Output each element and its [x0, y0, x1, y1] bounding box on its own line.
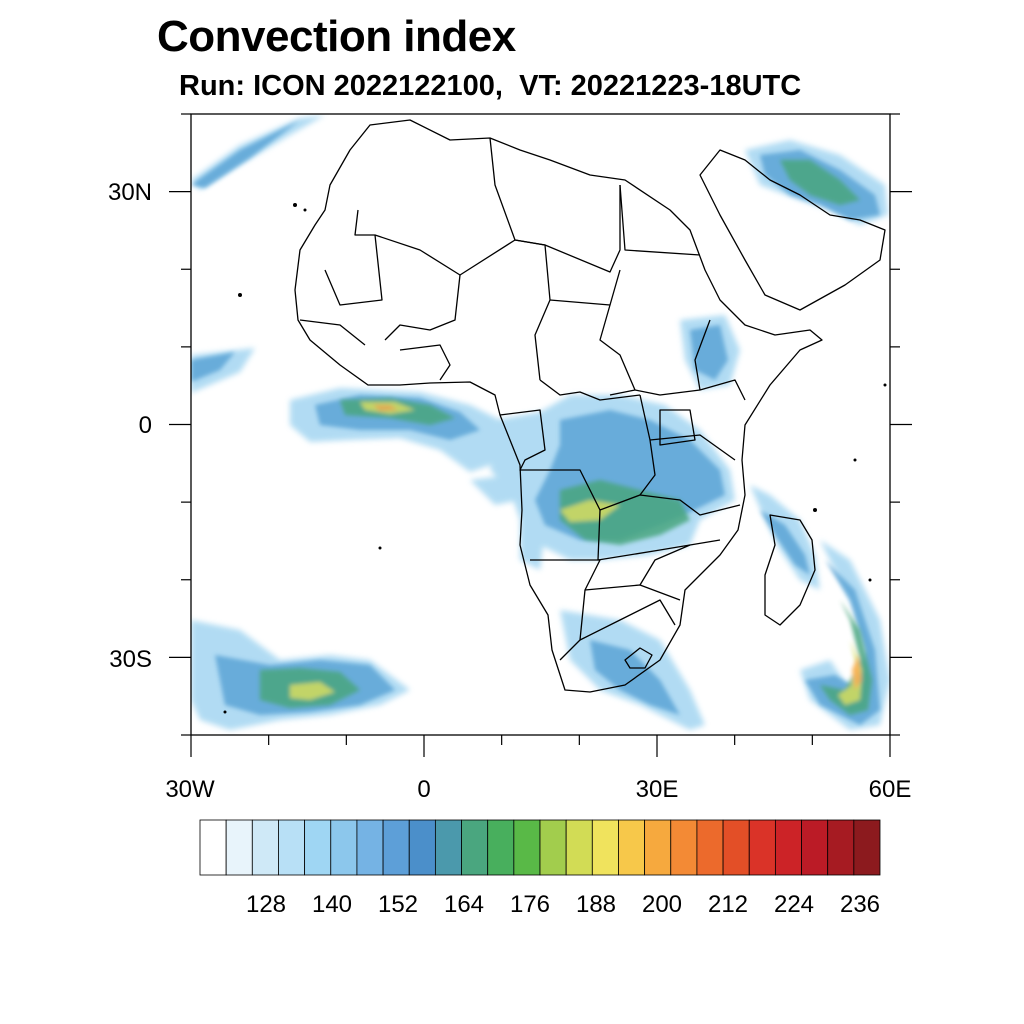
colorbar-labels: 128 140 152 164 176 188 200 212 224 236: [246, 891, 880, 918]
lon-labels: 30W 0 30E 60E: [165, 776, 911, 803]
colorbar-box: [434, 819, 462, 876]
colorbar-box: [670, 819, 698, 876]
colorbar-label-236: 236: [840, 891, 880, 918]
axis-ticks: [169, 113, 912, 757]
colorbar-label-164: 164: [444, 891, 484, 918]
colorbar-box: [827, 819, 855, 876]
colorbar-box: [408, 819, 436, 876]
coastlines-borders: [294, 119, 886, 693]
colorbar-box: [748, 819, 776, 876]
colorbar-box: [225, 819, 253, 876]
colorbar-box: [644, 819, 672, 876]
colorbar-box: [618, 819, 646, 876]
colorbar-box: [696, 819, 724, 876]
colorbar-label-176: 176: [510, 891, 550, 918]
lon-label-0: 0: [417, 776, 430, 803]
lon-label-30e: 30E: [636, 776, 679, 803]
map-title: Convection index: [157, 12, 516, 61]
colorbar-box: [251, 819, 279, 876]
colorbar-box: [382, 819, 410, 876]
colorbar-label-152: 152: [378, 891, 418, 918]
colorbar-box: [853, 819, 881, 876]
colorbar-box: [539, 819, 567, 876]
colorbar-box: [774, 819, 802, 876]
lon-label-30w: 30W: [165, 776, 215, 803]
colorbar-label-140: 140: [312, 891, 352, 918]
lat-labels: 30N 0 30S: [108, 179, 152, 673]
colorbar-box: [801, 819, 829, 876]
colorbar-box: [722, 819, 750, 876]
colorbar-box: [304, 819, 332, 876]
map-area: [191, 115, 890, 730]
colorbar-box: [487, 819, 515, 876]
small-islands: [223, 203, 887, 714]
lat-label-0: 0: [139, 412, 152, 439]
colorbar-label-200: 200: [642, 891, 682, 918]
colorbar-label-188: 188: [576, 891, 616, 918]
colorbar-label-128: 128: [246, 891, 286, 918]
colorbar-label-212: 212: [708, 891, 748, 918]
map-subtitle: Run: ICON 2022122100, VT: 20221223-18UTC: [179, 70, 802, 102]
lat-label-30n: 30N: [108, 179, 152, 206]
colorbar-box: [513, 819, 541, 876]
colorbar-box: [461, 819, 489, 876]
colorbar-box: [356, 819, 384, 876]
colorbar-label-224: 224: [774, 891, 814, 918]
colorbar-box: [591, 819, 619, 876]
lon-label-60e: 60E: [869, 776, 912, 803]
colorbar-box: [199, 819, 227, 876]
convection-field-low: [191, 115, 890, 730]
colorbar-box: [330, 819, 358, 876]
colorbar-box: [565, 819, 593, 876]
colorbar-box: [278, 819, 306, 876]
colorbar: [199, 819, 881, 876]
lat-label-30s: 30S: [109, 646, 152, 673]
